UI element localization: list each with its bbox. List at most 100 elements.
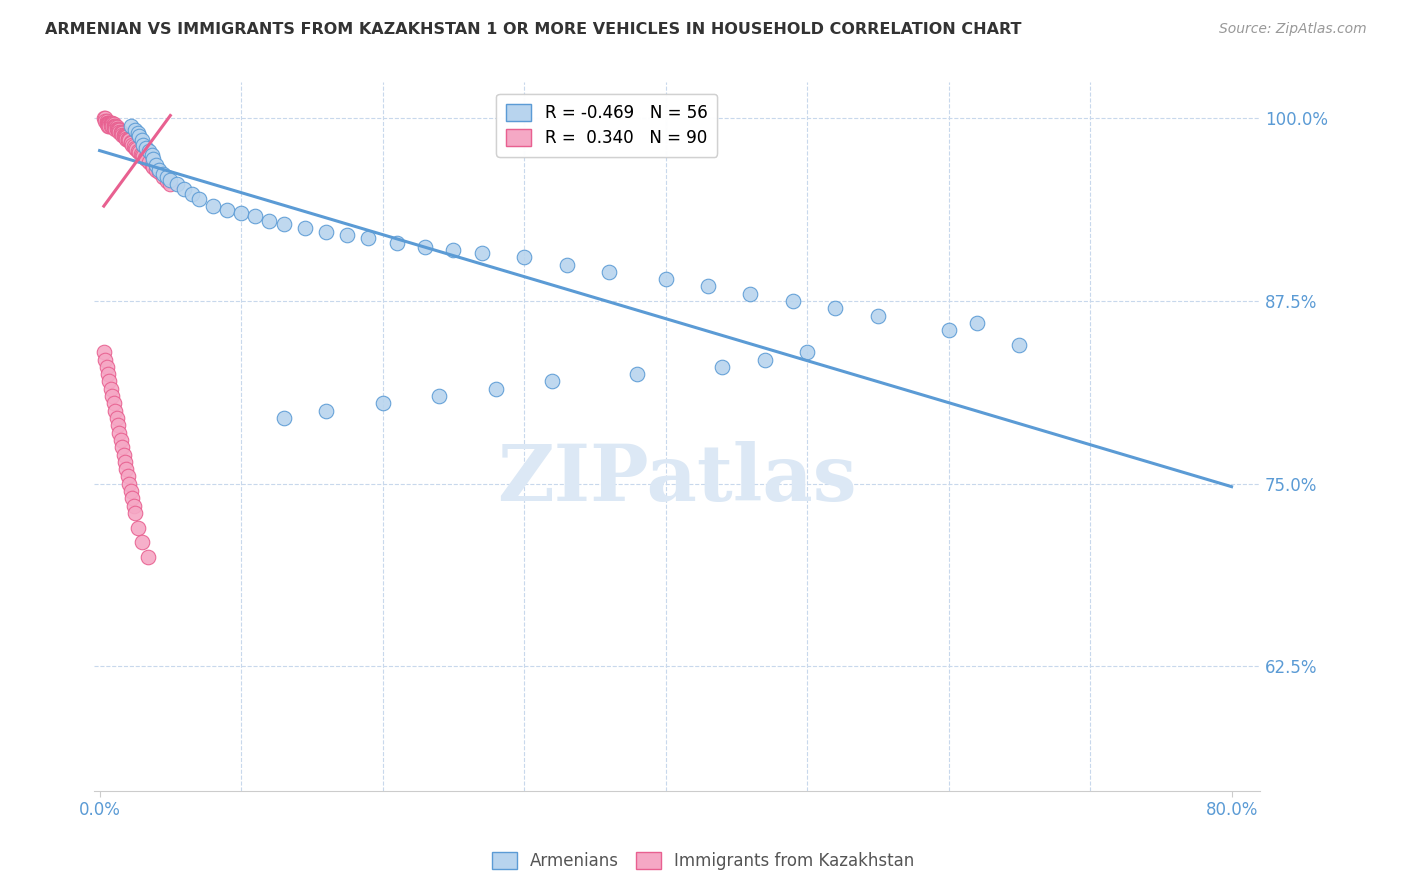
Point <box>104 119 127 133</box>
Point <box>148 162 170 177</box>
Point <box>124 506 146 520</box>
Point <box>142 160 165 174</box>
Point <box>131 148 153 162</box>
Point <box>866 309 889 323</box>
Text: Source: ZipAtlas.com: Source: ZipAtlas.com <box>1219 22 1367 37</box>
Point <box>107 123 129 137</box>
Point <box>121 137 143 152</box>
Point <box>115 132 138 146</box>
Point <box>115 130 138 145</box>
Point <box>100 119 122 133</box>
Point <box>156 174 179 188</box>
Point <box>104 120 127 135</box>
Point <box>357 231 380 245</box>
Point <box>111 128 134 142</box>
Point <box>131 535 153 549</box>
Point <box>471 245 494 260</box>
Point <box>754 352 776 367</box>
Point <box>626 367 648 381</box>
Point <box>117 469 139 483</box>
Point <box>98 117 121 131</box>
Point <box>110 126 132 140</box>
Point <box>129 146 152 161</box>
Point <box>103 396 125 410</box>
Point <box>120 119 142 133</box>
Point <box>101 119 124 133</box>
Point <box>294 221 316 235</box>
Point <box>107 121 129 136</box>
Point <box>108 425 131 440</box>
Legend: R = -0.469   N = 56, R =  0.340   N = 90: R = -0.469 N = 56, R = 0.340 N = 90 <box>496 94 717 157</box>
Point <box>697 279 720 293</box>
Text: ARMENIAN VS IMMIGRANTS FROM KAZAKHSTAN 1 OR MORE VEHICLES IN HOUSEHOLD CORRELATI: ARMENIAN VS IMMIGRANTS FROM KAZAKHSTAN 1… <box>45 22 1022 37</box>
Point <box>245 210 267 224</box>
Point <box>103 120 125 135</box>
Text: ZIPatlas: ZIPatlas <box>498 441 856 516</box>
Point <box>145 158 167 172</box>
Point <box>107 418 129 433</box>
Point <box>112 128 135 143</box>
Point <box>134 151 156 165</box>
Point <box>159 173 181 187</box>
Point <box>94 112 117 126</box>
Point <box>229 206 252 220</box>
Point <box>98 375 121 389</box>
Point <box>385 235 408 250</box>
Point <box>128 128 150 143</box>
Point <box>148 165 170 179</box>
Point <box>427 389 450 403</box>
Point <box>127 520 149 534</box>
Point <box>117 133 139 147</box>
Point <box>441 243 464 257</box>
Point <box>740 286 762 301</box>
Point <box>315 226 337 240</box>
Point <box>110 433 132 447</box>
Point <box>112 128 135 142</box>
Point <box>105 120 128 135</box>
Point <box>966 316 988 330</box>
Point <box>711 359 734 374</box>
Point <box>159 177 181 191</box>
Point <box>152 167 174 181</box>
Point <box>98 119 121 133</box>
Point <box>97 117 120 131</box>
Point <box>120 135 142 149</box>
Point <box>97 367 120 381</box>
Point <box>124 123 146 137</box>
Point <box>103 117 125 131</box>
Point <box>111 440 134 454</box>
Point <box>108 123 131 137</box>
Point <box>187 192 209 206</box>
Point <box>96 116 118 130</box>
Point <box>315 403 337 417</box>
Point <box>101 117 124 131</box>
Point <box>114 455 136 469</box>
Point <box>120 484 142 499</box>
Point <box>166 177 188 191</box>
Point <box>101 116 124 130</box>
Point <box>115 462 138 476</box>
Point <box>145 162 167 177</box>
Point <box>598 265 620 279</box>
Point <box>104 121 127 136</box>
Point <box>1092 835 1115 849</box>
Point <box>120 136 142 151</box>
Point <box>138 144 160 158</box>
Point <box>117 132 139 146</box>
Point <box>259 213 281 227</box>
Point <box>135 141 157 155</box>
Point <box>127 126 149 140</box>
Point <box>938 323 960 337</box>
Point <box>112 448 135 462</box>
Point <box>118 133 141 147</box>
Point <box>654 272 676 286</box>
Point <box>141 148 163 162</box>
Point <box>111 126 134 140</box>
Point <box>485 382 508 396</box>
Point <box>136 549 159 564</box>
Point <box>97 116 120 130</box>
Point <box>142 153 165 167</box>
Point <box>121 491 143 506</box>
Point <box>128 145 150 159</box>
Point <box>108 125 131 139</box>
